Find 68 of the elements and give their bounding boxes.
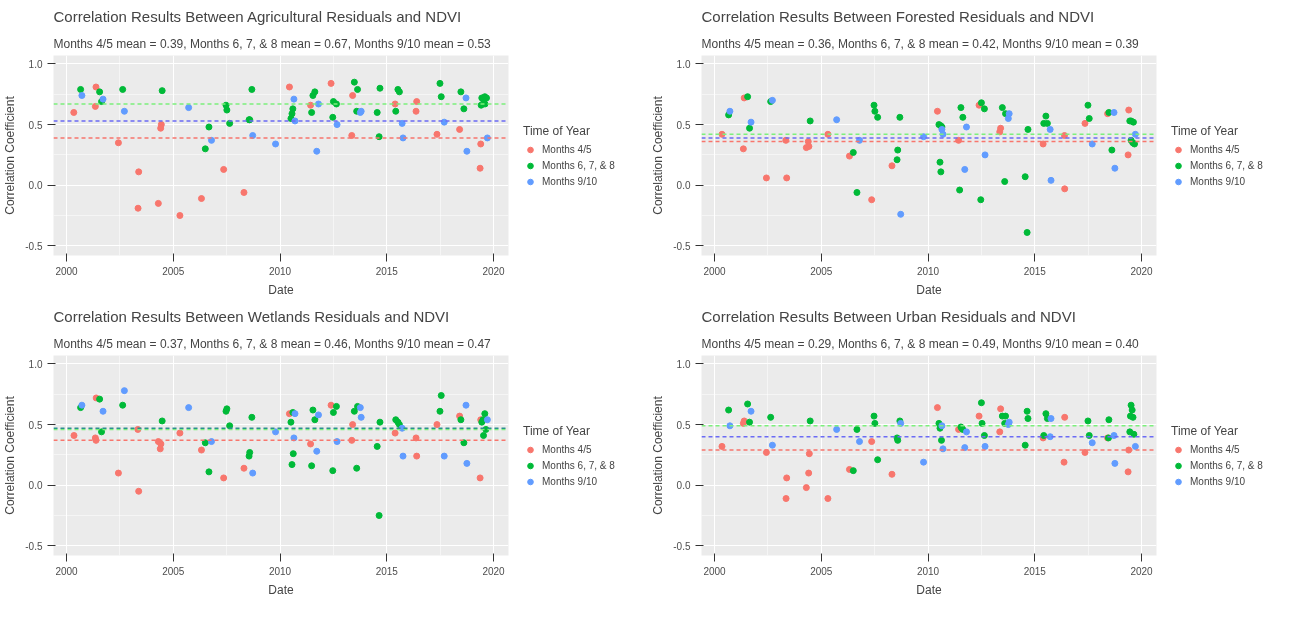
x-tick-label: 2000	[703, 265, 727, 277]
y-tick-label: 0.0	[676, 180, 691, 192]
legend-label: Months 6, 7, & 8	[542, 459, 615, 471]
x-tick-label: 2000	[55, 265, 79, 277]
chart-subtitle: Months 4/5 mean = 0.29, Months 6, 7, & 8 mean = 0.49, Months 9/10 mean = 0.40	[701, 336, 1140, 351]
y-tick-label: -0.5	[673, 240, 691, 252]
legend-title: Time of Year	[523, 423, 591, 437]
x-axis-title: Date	[268, 582, 294, 597]
y-tick-label: 1.0	[28, 358, 43, 370]
y-axis-title: Correlation Coefficient	[3, 395, 18, 515]
y-tick-label: 0.5	[676, 119, 691, 131]
x-axis-title: Date	[916, 582, 942, 597]
y-axis-title: Correlation Coefficient	[651, 395, 666, 515]
chart-subtitle: Months 4/5 mean = 0.37, Months 6, 7, & 8 mean = 0.46, Months 9/10 mean = 0.47	[53, 336, 492, 351]
x-tick-label: 2005	[162, 565, 185, 577]
legend-label: Months 4/5	[542, 443, 592, 455]
y-tick-label: 1.0	[676, 358, 691, 370]
legend-label: Months 4/5	[1190, 143, 1240, 155]
x-tick-label: 2000	[55, 565, 79, 577]
x-tick-label: 2010	[916, 565, 940, 577]
legend-label: Months 6, 7, & 8	[1190, 159, 1263, 171]
legend-label: Months 9/10	[542, 175, 598, 187]
x-tick-label: 2020	[1130, 265, 1154, 277]
x-tick-label: 2010	[916, 265, 940, 277]
x-tick-label: 2010	[268, 265, 292, 277]
x-tick-label: 2010	[268, 565, 292, 577]
x-tick-label: 2020	[482, 565, 506, 577]
x-tick-label: 2015	[375, 265, 399, 277]
x-tick-label: 2005	[810, 565, 833, 577]
legend-label: Months 6, 7, & 8	[542, 159, 615, 171]
legend-title: Time of Year	[1171, 123, 1239, 137]
chart-title: Correlation Results Between Wetlands Residuals and NDVI	[53, 307, 450, 325]
legend-label: Months 9/10	[542, 475, 598, 487]
y-tick-label: 0.5	[28, 419, 43, 431]
x-tick-label: 2020	[1130, 565, 1154, 577]
y-tick-label: 0.0	[28, 180, 43, 192]
chart-subtitle: Months 4/5 mean = 0.39, Months 6, 7, & 8 mean = 0.67, Months 9/10 mean = 0.53	[53, 36, 492, 51]
legend-label: Months 4/5	[542, 143, 592, 155]
legend-label: Months 9/10	[1190, 475, 1246, 487]
x-axis-title: Date	[268, 282, 294, 297]
y-tick-label: 0.5	[676, 419, 691, 431]
x-axis-title: Date	[916, 282, 942, 297]
legend-label: Months 9/10	[1190, 175, 1246, 187]
y-tick-label: 0.0	[676, 480, 691, 492]
y-axis-title: Correlation Coefficient	[651, 95, 666, 215]
x-tick-label: 2005	[810, 265, 833, 277]
legend-title: Time of Year	[1171, 423, 1239, 437]
chart-title: Correlation Results Between Forested Residuals and NDVI	[701, 7, 1095, 25]
legend-label: Months 6, 7, & 8	[1190, 459, 1263, 471]
x-tick-label: 2015	[1023, 565, 1047, 577]
y-tick-label: 1.0	[28, 58, 43, 70]
y-tick-label: -0.5	[25, 240, 43, 252]
legend-title: Time of Year	[523, 123, 591, 137]
y-axis-title: Correlation Coefficient	[3, 95, 18, 215]
chart-title: Correlation Results Between Urban Residuals and NDVI	[701, 307, 1076, 325]
x-tick-label: 2015	[375, 565, 399, 577]
x-tick-label: 2015	[1023, 265, 1047, 277]
chart-subtitle: Months 4/5 mean = 0.36, Months 6, 7, & 8 mean = 0.42, Months 9/10 mean = 0.39	[701, 36, 1140, 51]
x-tick-label: 2000	[703, 565, 727, 577]
x-tick-label: 2005	[162, 265, 185, 277]
y-tick-label: 1.0	[676, 58, 691, 70]
y-tick-label: 0.0	[28, 480, 43, 492]
chart-title: Correlation Results Between Agricultural Residuals and NDVI	[53, 7, 462, 25]
y-tick-label: -0.5	[25, 540, 43, 552]
y-tick-label: 0.5	[28, 119, 43, 131]
legend-label: Months 4/5	[1190, 443, 1240, 455]
x-tick-label: 2020	[482, 265, 506, 277]
y-tick-label: -0.5	[673, 540, 691, 552]
